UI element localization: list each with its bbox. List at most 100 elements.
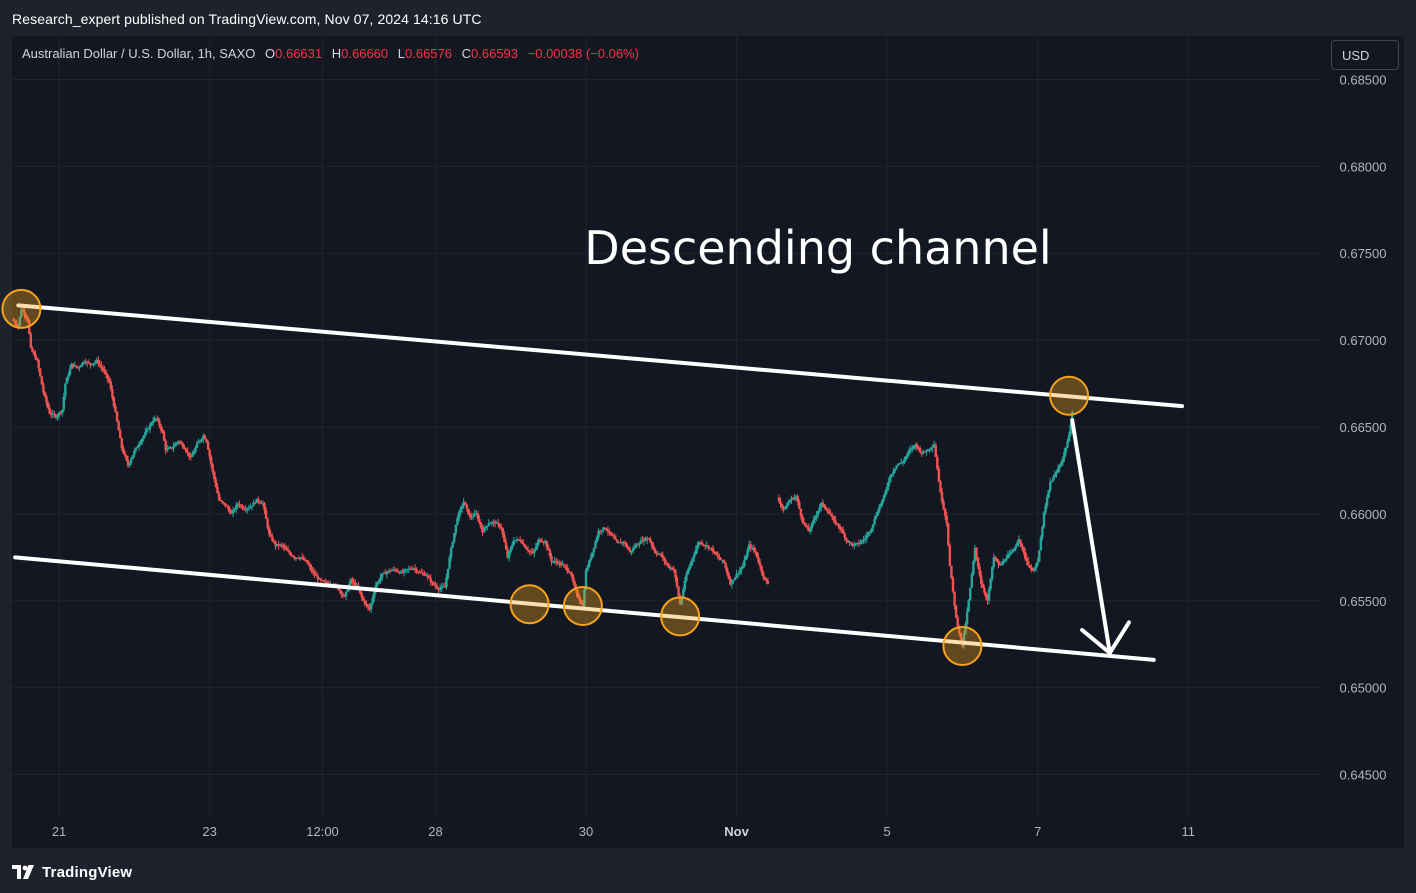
candle-body <box>553 561 556 563</box>
candle-body <box>169 447 172 449</box>
candle-body <box>732 580 735 582</box>
candle-body <box>931 446 934 448</box>
candle-body <box>506 549 509 558</box>
candle-body <box>427 576 431 579</box>
candle-body <box>917 447 920 449</box>
candle-body <box>749 544 752 548</box>
candle-body <box>173 444 177 447</box>
candle-body <box>263 503 266 511</box>
candle-body <box>980 575 983 585</box>
candle-body <box>609 531 613 535</box>
candle-body <box>324 581 327 583</box>
candle-body <box>556 562 559 564</box>
candle-body <box>766 581 770 584</box>
candle-body <box>708 547 712 549</box>
candle-body <box>183 447 186 450</box>
candle-body <box>752 547 756 551</box>
candle-body <box>84 361 87 364</box>
candle-body <box>280 544 283 546</box>
candle-body <box>801 515 804 522</box>
candle-body <box>316 575 320 580</box>
touch-circle[interactable] <box>1 288 42 329</box>
candle-body <box>321 580 324 582</box>
candle-body <box>423 573 426 576</box>
candle-body <box>608 531 611 533</box>
candle-body <box>542 541 545 543</box>
candle-body <box>18 317 22 327</box>
candle-body <box>567 570 570 573</box>
candle-body <box>35 358 39 361</box>
candle-body <box>837 523 840 527</box>
touch-circle[interactable] <box>660 596 701 637</box>
time-tick-label: 12:00 <box>306 824 339 839</box>
candle-body <box>616 540 619 543</box>
candle-body <box>62 396 65 410</box>
candle-body <box>591 552 594 558</box>
upper-channel-line[interactable] <box>16 303 1184 409</box>
candle-body <box>167 447 171 449</box>
candle-body <box>393 569 396 571</box>
candle-body <box>984 592 988 598</box>
candle-body <box>548 550 552 557</box>
candle-body <box>680 597 683 605</box>
candle-body <box>409 568 412 570</box>
time-tick-label: 28 <box>428 824 442 839</box>
touch-circle[interactable] <box>942 625 983 666</box>
candle-body <box>743 559 746 567</box>
candle-body <box>559 562 563 565</box>
candle-body <box>755 552 759 558</box>
candle-body <box>379 577 382 581</box>
candle-body <box>161 429 164 432</box>
currency-button[interactable]: USD <box>1331 40 1399 70</box>
candle-body <box>871 524 875 529</box>
candle-body <box>677 586 680 596</box>
candle-body <box>140 438 144 443</box>
candle-body <box>633 547 636 549</box>
candle-body <box>209 456 213 465</box>
candle-body <box>76 367 80 369</box>
candle-body <box>973 547 977 562</box>
candle-body <box>733 577 737 581</box>
candle-body <box>478 519 481 523</box>
projection-arrow-head[interactable] <box>1080 620 1131 655</box>
chart-area[interactable] <box>12 36 1404 848</box>
candle-body <box>1009 552 1013 554</box>
candle-body <box>344 591 348 597</box>
candle-body <box>59 412 62 414</box>
candle-body <box>954 605 958 618</box>
candle-body <box>39 368 42 377</box>
touch-circle[interactable] <box>562 585 603 626</box>
touch-circle[interactable] <box>1049 375 1090 416</box>
candle-body <box>598 530 602 532</box>
candle-body <box>1028 565 1032 569</box>
candle-body <box>663 557 666 562</box>
candle-body <box>587 560 591 568</box>
candle-body <box>71 363 75 367</box>
annotation-descending-channel[interactable]: Descending channel <box>584 221 1051 275</box>
candle-body <box>644 538 647 541</box>
candle-body <box>605 528 608 531</box>
candle-body <box>382 572 385 574</box>
candle-body <box>34 354 37 359</box>
candle-body <box>307 562 310 565</box>
candle-body <box>885 486 889 491</box>
candle-body <box>373 592 376 598</box>
candle-body <box>674 569 677 578</box>
candle-body <box>184 449 188 452</box>
candle-body <box>635 544 638 548</box>
candle-body <box>465 504 469 509</box>
candle-body <box>274 541 277 546</box>
lower-channel-line[interactable] <box>13 555 1156 662</box>
legend-symbol[interactable]: Australian Dollar / U.S. Dollar, 1h, SAX… <box>22 46 256 61</box>
candle-body <box>1055 472 1058 475</box>
tradingview-logo[interactable]: TradingView <box>12 862 132 882</box>
candle-body <box>912 445 915 449</box>
touch-circle[interactable] <box>509 584 550 625</box>
projection-arrow-shaft[interactable] <box>1070 418 1112 655</box>
candle-body <box>936 457 939 469</box>
candle-body <box>202 435 205 439</box>
candle-body <box>484 527 487 529</box>
candle-body <box>385 572 389 575</box>
candle-body <box>297 558 301 560</box>
